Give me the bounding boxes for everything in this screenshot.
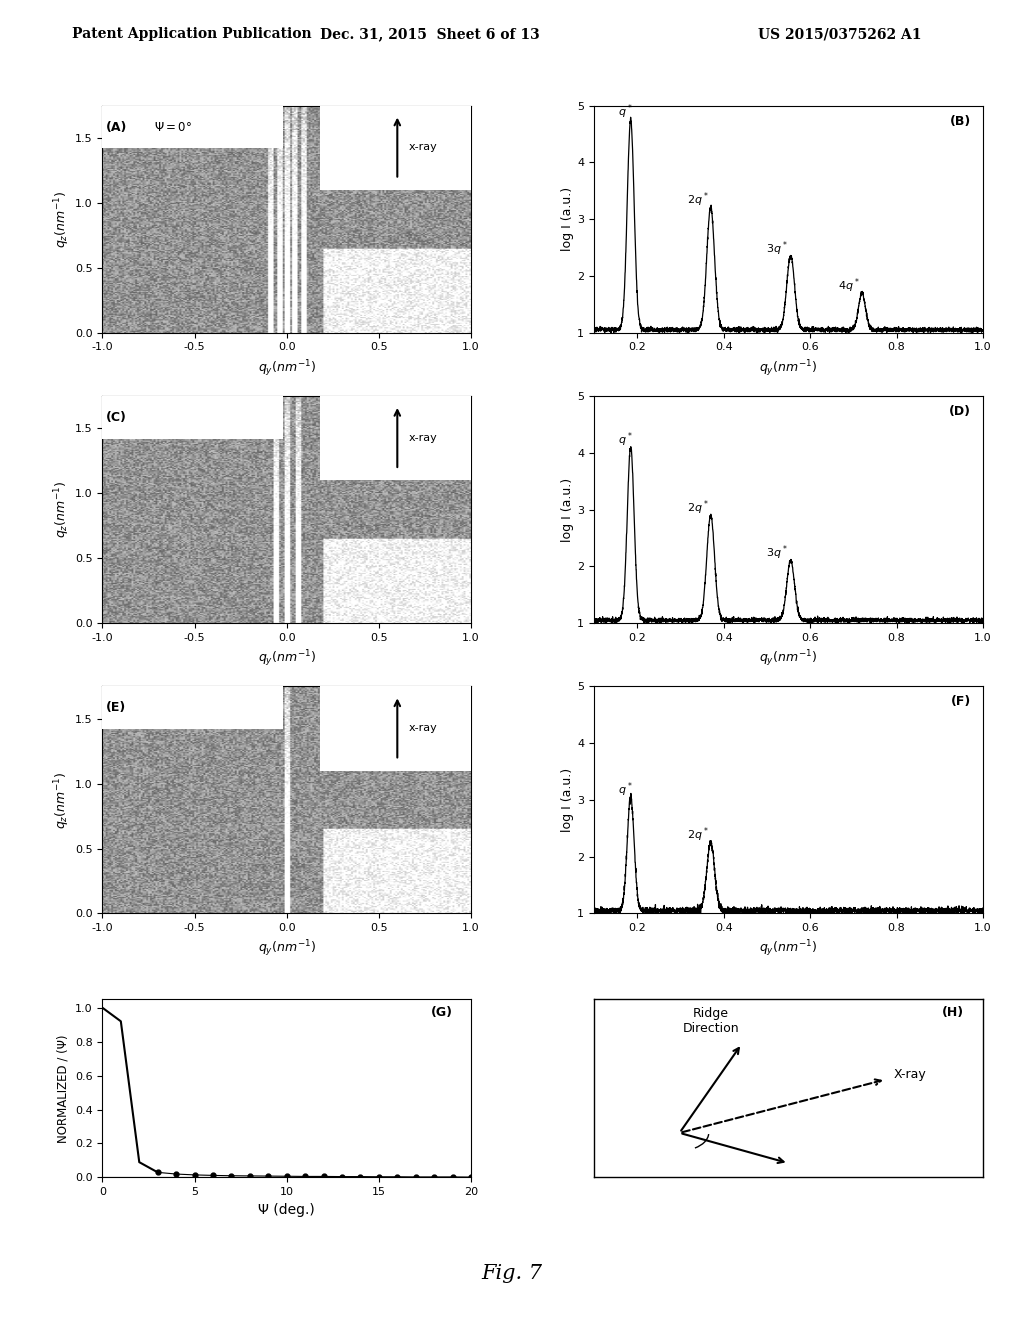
Text: x-ray: x-ray [409, 433, 437, 442]
Y-axis label: log I (a.u.): log I (a.u.) [561, 768, 574, 832]
Bar [319, 106, 471, 190]
Text: Ridge
Direction: Ridge Direction [682, 1007, 739, 1035]
Text: $3q^*$: $3q^*$ [766, 544, 787, 562]
Y-axis label: log I (a.u.): log I (a.u.) [561, 478, 574, 541]
Text: (E): (E) [106, 701, 126, 714]
Text: (G): (G) [431, 1006, 453, 1019]
Bar [98, 106, 283, 148]
Text: $\Psi=0°$: $\Psi=0°$ [154, 120, 191, 133]
X-axis label: Ψ (deg.): Ψ (deg.) [258, 1203, 315, 1217]
Y-axis label: NORMALIZED / (Ψ): NORMALIZED / (Ψ) [56, 1034, 70, 1143]
Text: x-ray: x-ray [409, 723, 437, 733]
Bar [319, 396, 471, 480]
Text: (F): (F) [951, 696, 972, 709]
Text: $q^*$: $q^*$ [617, 103, 633, 121]
Text: $q^*$: $q^*$ [617, 780, 633, 799]
Bar [98, 686, 283, 729]
Bar [319, 686, 471, 771]
X-axis label: $q_y(nm^{-1})$: $q_y(nm^{-1})$ [258, 648, 315, 669]
Y-axis label: $q_z(nm^{-1})$: $q_z(nm^{-1})$ [52, 190, 73, 248]
Text: $q^*$: $q^*$ [617, 430, 633, 449]
Text: $3q^*$: $3q^*$ [766, 239, 787, 257]
Text: X-ray: X-ray [894, 1068, 927, 1081]
Text: (H): (H) [941, 1006, 964, 1019]
Text: Patent Application Publication: Patent Application Publication [72, 28, 311, 41]
Text: $2q^*$: $2q^*$ [687, 191, 709, 210]
Text: (A): (A) [106, 120, 127, 133]
X-axis label: $q_y(nm^{-1})$: $q_y(nm^{-1})$ [760, 939, 817, 960]
Text: $2q^*$: $2q^*$ [687, 825, 709, 845]
Text: (D): (D) [949, 405, 972, 418]
X-axis label: $q_y(nm^{-1})$: $q_y(nm^{-1})$ [258, 939, 315, 960]
Bar [98, 396, 283, 438]
Text: (C): (C) [106, 411, 127, 424]
Text: US 2015/0375262 A1: US 2015/0375262 A1 [758, 28, 922, 41]
X-axis label: $q_y(nm^{-1})$: $q_y(nm^{-1})$ [258, 358, 315, 379]
Y-axis label: log I (a.u.): log I (a.u.) [561, 187, 574, 251]
Text: Dec. 31, 2015  Sheet 6 of 13: Dec. 31, 2015 Sheet 6 of 13 [321, 28, 540, 41]
X-axis label: $q_y(nm^{-1})$: $q_y(nm^{-1})$ [760, 358, 817, 379]
Y-axis label: $q_z(nm^{-1})$: $q_z(nm^{-1})$ [52, 480, 73, 539]
Text: x-ray: x-ray [409, 143, 437, 152]
Text: $4q^*$: $4q^*$ [839, 276, 860, 294]
Text: (B): (B) [950, 115, 972, 128]
X-axis label: $q_y(nm^{-1})$: $q_y(nm^{-1})$ [760, 648, 817, 669]
Text: $2q^*$: $2q^*$ [687, 498, 709, 517]
Text: Fig. 7: Fig. 7 [481, 1265, 543, 1283]
Y-axis label: $q_z(nm^{-1})$: $q_z(nm^{-1})$ [52, 771, 73, 829]
